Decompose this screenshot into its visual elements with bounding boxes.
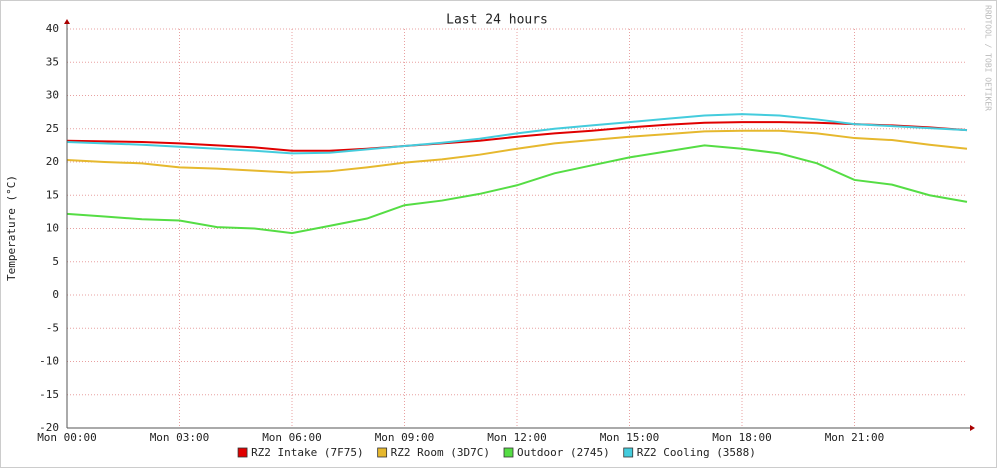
- x-tick-label: Mon 21:00: [825, 431, 885, 444]
- legend-swatch: [503, 447, 514, 458]
- y-tick-label: -15: [39, 388, 59, 401]
- x-arrow: [970, 425, 975, 431]
- legend-label: Outdoor (2745): [517, 446, 610, 459]
- series-line: [66, 121, 968, 152]
- lines: [66, 113, 968, 235]
- x-tick-label: Mon 09:00: [375, 431, 435, 444]
- legend-swatch: [377, 447, 388, 458]
- x-tick-label: Mon 06:00: [262, 431, 322, 444]
- x-tick-label: Mon 18:00: [712, 431, 772, 444]
- watermark: RRDTOOL / TOBI OETIKER: [984, 5, 993, 111]
- x-tick-label: Mon 00:00: [37, 431, 97, 444]
- y-tick-label: 10: [46, 222, 59, 235]
- y-tick-label: 30: [46, 89, 59, 102]
- y-tick-label: 0: [52, 288, 59, 301]
- y-tick-label: 25: [46, 122, 59, 135]
- y-tick-label: 5: [52, 255, 59, 268]
- y-tick-label: -20: [39, 421, 59, 434]
- legend-swatch: [623, 447, 634, 458]
- x-tick-label: Mon 03:00: [150, 431, 210, 444]
- legend-label: RZ2 Room (3D7C): [391, 446, 490, 459]
- y-tick-label: 20: [46, 155, 59, 168]
- y-tick-label: 15: [46, 188, 59, 201]
- y-arrow: [64, 19, 70, 24]
- x-tick-label: Mon 15:00: [600, 431, 660, 444]
- legend-label: RZ2 Intake (7F75): [251, 446, 364, 459]
- legend-swatch: [237, 447, 248, 458]
- y-tick-label: 40: [46, 22, 59, 35]
- legend: RZ2 Intake (7F75) RZ2 Room (3D7C) Outdoor …: [237, 446, 756, 459]
- chart-title: Last 24 hours: [446, 13, 548, 28]
- series-line: [66, 129, 968, 174]
- y-tick-label: 35: [46, 55, 59, 68]
- series-line: [66, 113, 968, 155]
- y-axis-label: Temperature (°C): [5, 175, 18, 281]
- grid: [66, 28, 967, 429]
- y-tick-label: -5: [46, 321, 59, 334]
- y-tick-label: -10: [39, 355, 59, 368]
- legend-label: RZ2 Cooling (3588): [637, 446, 756, 459]
- x-tick-label: Mon 12:00: [487, 431, 547, 444]
- series-line: [66, 144, 968, 235]
